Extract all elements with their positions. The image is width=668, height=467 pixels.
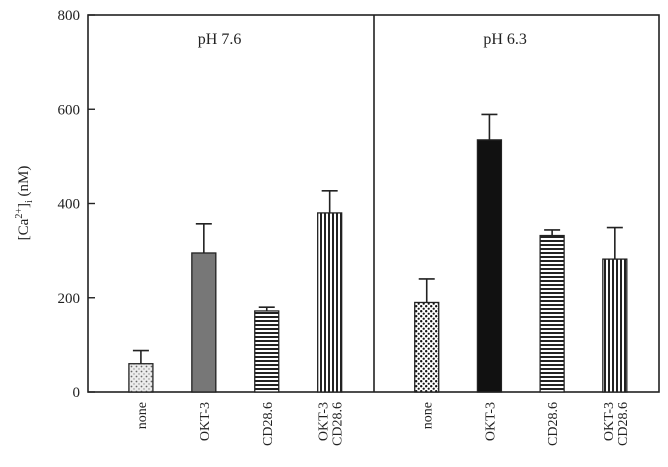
- category-label-line: CD28.6: [261, 402, 276, 446]
- category-label: OKT-3 CD28.6: [602, 402, 631, 446]
- category-label-line: none: [421, 402, 436, 429]
- bar: [539, 234, 565, 393]
- category-label-line: none: [135, 402, 150, 429]
- bar: [128, 363, 154, 393]
- category-label-line: OKT-3: [602, 402, 617, 441]
- bar: [317, 212, 343, 393]
- panel-label: pH 6.3: [483, 31, 527, 48]
- category-label-line: CD28.6: [546, 402, 561, 446]
- category-label-line: CD28.6: [331, 402, 346, 446]
- bars: [128, 139, 628, 393]
- y-ticks: 0 200 400 600 800: [58, 8, 95, 401]
- panel-label: pH 7.6: [198, 31, 242, 48]
- axes: [87, 14, 660, 393]
- error-bars: [132, 113, 623, 364]
- y-axis-label: [Ca2+]i (nM): [14, 166, 35, 241]
- bar: [476, 139, 503, 393]
- category-label: OKT-3: [198, 402, 213, 441]
- category-label: OKT-3: [483, 402, 498, 441]
- category-label: none: [421, 402, 436, 429]
- category-label-line: OKT-3: [483, 402, 498, 441]
- category-label-line: CD28.6: [616, 402, 631, 446]
- bar: [254, 310, 280, 393]
- y-tick-label: 600: [58, 102, 81, 118]
- category-label: CD28.6: [261, 402, 276, 446]
- category-label-line: OKT-3: [198, 402, 213, 441]
- y-tick-label: 0: [73, 385, 81, 401]
- bar: [602, 258, 628, 393]
- category-label-line: OKT-3: [317, 402, 332, 441]
- category-label: OKT-3 CD28.6: [317, 402, 346, 446]
- category-labels: none OKT-3 CD28.6 OKT-3 CD28.6 none OKT-3 CD28.…: [135, 402, 631, 446]
- bar: [191, 252, 217, 393]
- panel-labels: pH 7.6 pH 6.3: [198, 31, 527, 48]
- category-label: CD28.6: [546, 402, 561, 446]
- bar: [414, 301, 440, 393]
- y-tick-label: 400: [58, 197, 81, 213]
- category-label: none: [135, 402, 150, 429]
- y-tick-label: 800: [58, 8, 81, 24]
- y-tick-label: 200: [58, 291, 81, 307]
